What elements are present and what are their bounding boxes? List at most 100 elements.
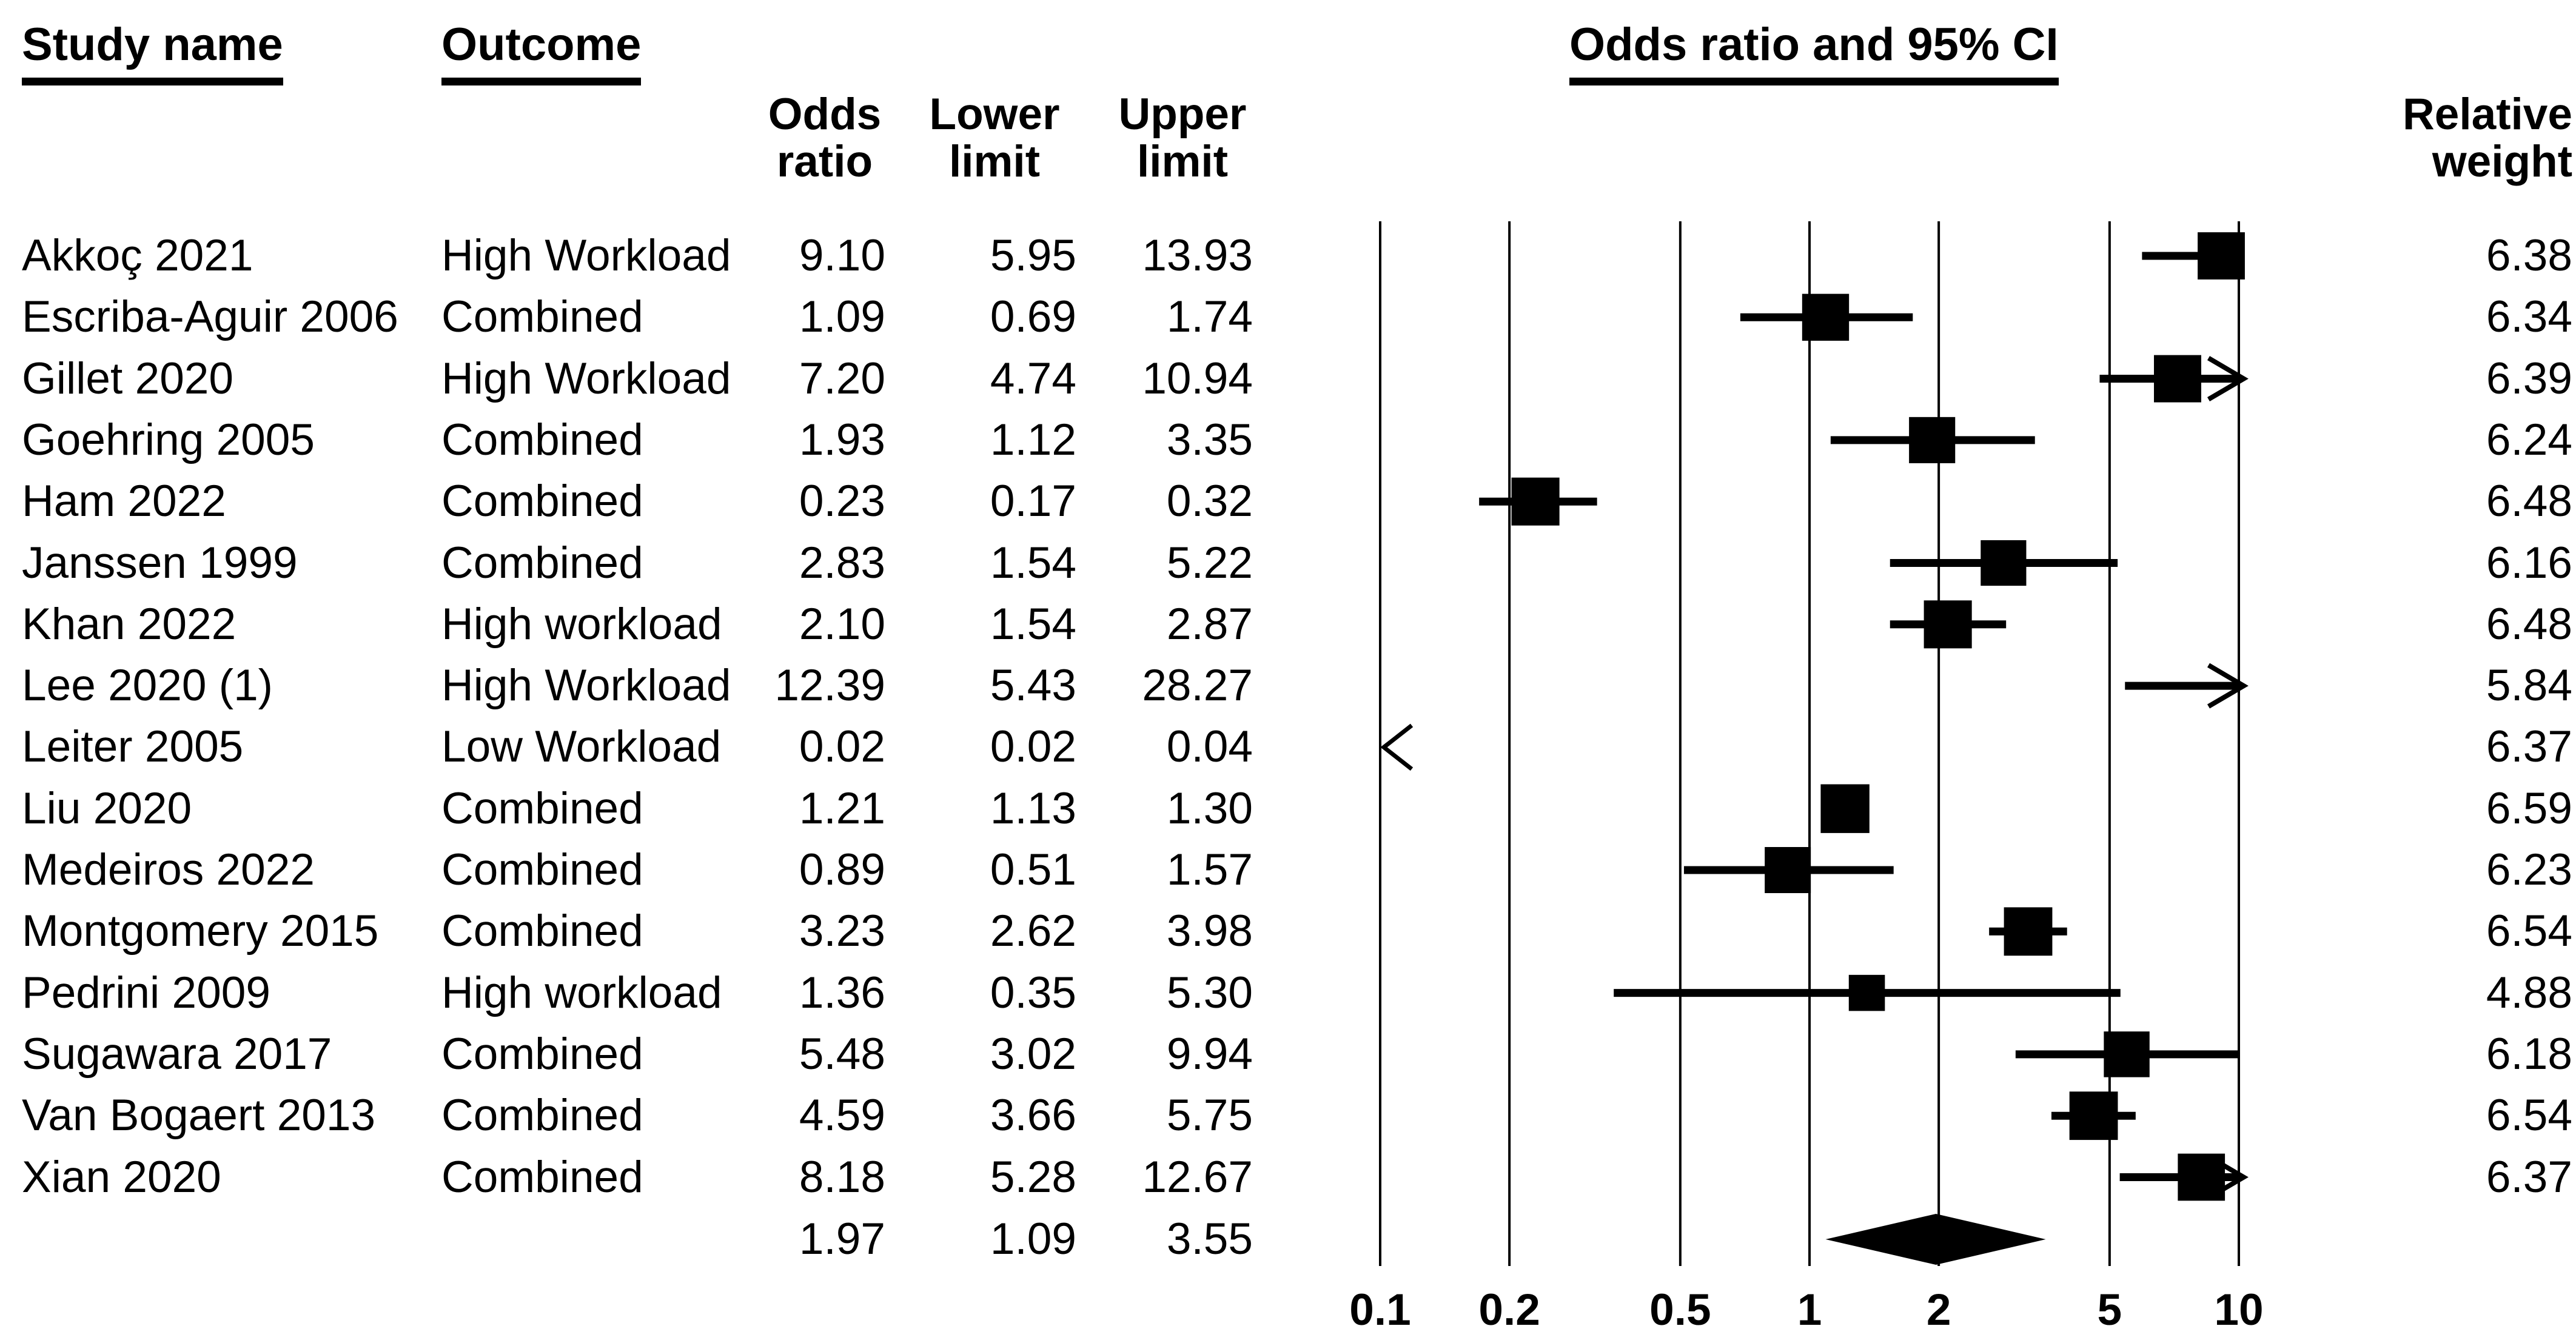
odds-ratio-value: 12.39 <box>774 661 885 711</box>
point-estimate-square <box>1848 974 1885 1011</box>
relative-weight-value: 6.59 <box>2486 783 2572 833</box>
relative-weight-value: 5.84 <box>2486 661 2572 711</box>
upper-limit-value: 1.74 <box>1166 292 1253 342</box>
relative-weight-value: 6.48 <box>2486 599 2572 649</box>
lower-limit-value: 1.12 <box>990 415 1076 464</box>
relative-weight-value: 6.23 <box>2486 845 2572 894</box>
axis-tick-label: 10 <box>2214 1285 2264 1335</box>
odds-ratio-header-line1: Odds <box>768 90 882 139</box>
point-estimate-square <box>1981 540 2027 586</box>
study-name: Leiter 2005 <box>22 722 244 772</box>
upper-limit-header-line1: Upper <box>1118 90 1247 139</box>
outcome-value: Combined <box>441 1029 643 1079</box>
odds-ratio-value: 0.02 <box>799 722 885 772</box>
lower-limit-header-line2: limit <box>948 137 1041 186</box>
lower-limit-header-line1: Lower <box>929 90 1060 139</box>
outcome-value: High workload <box>441 968 722 1017</box>
offscale-left-arrow <box>1380 723 1414 771</box>
outcome-value: Combined <box>441 1152 643 1202</box>
outcome-value: Combined <box>441 906 643 956</box>
point-estimate-square <box>1909 417 1956 463</box>
odds-ratio-value: 2.10 <box>799 599 885 649</box>
summary-upper-limit-value: 3.55 <box>1166 1214 1253 1264</box>
point-estimate-square <box>1802 293 1850 341</box>
lower-limit-value: 0.17 <box>990 477 1076 526</box>
axis-tick-label: 5 <box>2097 1285 2122 1335</box>
study-name: Escriba-Aguir 2006 <box>22 292 398 342</box>
odds-ratio-value: 1.21 <box>799 783 885 833</box>
odds-ratio-column-header: Odds ratio <box>722 91 928 186</box>
outcome-value: Combined <box>441 292 643 342</box>
odds-ratio-value: 3.23 <box>799 906 885 956</box>
study-name: Ham 2022 <box>22 477 226 526</box>
relative-weight-value: 6.38 <box>2486 231 2572 280</box>
outcome-value: High Workload <box>441 661 731 711</box>
table-row: Pedrini 2009 High workload 1.36 0.35 5.3… <box>0 962 2576 1024</box>
odds-ratio-value: 1.09 <box>799 292 885 342</box>
upper-limit-value: 5.30 <box>1166 968 1253 1017</box>
relative-weight-value: 6.39 <box>2486 353 2572 403</box>
lower-limit-value: 2.62 <box>990 906 1076 956</box>
point-estimate-square <box>1924 600 1972 649</box>
table-row: Gillet 2020 High Workload 7.20 4.74 10.9… <box>0 348 2576 410</box>
upper-limit-value: 0.04 <box>1166 722 1253 772</box>
odds-ratio-value: 1.36 <box>799 968 885 1017</box>
lower-limit-value: 3.02 <box>990 1029 1076 1079</box>
study-name: Liu 2020 <box>22 783 192 833</box>
outcome-header: Outcome <box>441 22 642 85</box>
lower-limit-value: 4.74 <box>990 353 1076 403</box>
study-name: Janssen 1999 <box>22 538 298 588</box>
study-name: Khan 2022 <box>22 599 236 649</box>
table-row: Van Bogaert 2013 Combined 4.59 3.66 5.75… <box>0 1085 2576 1147</box>
relative-weight-value: 6.54 <box>2486 1091 2572 1140</box>
axis-tick-label: 0.5 <box>1649 1285 1711 1335</box>
lower-limit-value: 1.54 <box>990 599 1076 649</box>
summary-lower-limit-value: 1.09 <box>990 1214 1076 1264</box>
table-row: Montgomery 2015 Combined 3.23 2.62 3.98 … <box>0 900 2576 962</box>
relative-weight-value: 6.24 <box>2486 415 2572 464</box>
lower-limit-value: 5.43 <box>990 661 1076 711</box>
point-estimate-square <box>2004 907 2053 956</box>
odds-ratio-value: 5.48 <box>799 1029 885 1079</box>
outcome-value: Combined <box>441 415 643 464</box>
table-row: Medeiros 2022 Combined 0.89 0.51 1.57 6.… <box>0 839 2576 901</box>
relative-weight-value: 6.37 <box>2486 1152 2572 1202</box>
study-name: Medeiros 2022 <box>22 845 315 894</box>
study-name: Van Bogaert 2013 <box>22 1091 376 1140</box>
study-name: Montgomery 2015 <box>22 906 379 956</box>
ci-right-arrow <box>2207 663 2249 709</box>
table-row: Goehring 2005 Combined 1.93 1.12 3.35 6.… <box>0 409 2576 471</box>
lower-limit-value: 0.51 <box>990 845 1076 894</box>
upper-limit-value: 2.87 <box>1166 599 1253 649</box>
study-name: Lee 2020 (1) <box>22 661 273 711</box>
ci-right-arrow <box>2207 356 2249 402</box>
upper-limit-value: 5.22 <box>1166 538 1253 588</box>
upper-limit-value: 10.94 <box>1142 353 1253 403</box>
lower-limit-value: 0.35 <box>990 968 1076 1017</box>
outcome-value: High Workload <box>441 231 731 280</box>
relative-weight-header-line2: weight <box>2432 137 2572 186</box>
lower-limit-value: 0.69 <box>990 292 1076 342</box>
lower-limit-value: 5.95 <box>990 231 1076 280</box>
point-estimate-square <box>2154 355 2201 403</box>
odds-ratio-value: 7.20 <box>799 353 885 403</box>
upper-limit-value: 5.75 <box>1166 1091 1253 1140</box>
odds-ratio-value: 8.18 <box>799 1152 885 1202</box>
axis-tick-label: 1 <box>1797 1285 1822 1335</box>
outcome-value: Combined <box>441 783 643 833</box>
relative-weight-value: 6.18 <box>2486 1029 2572 1079</box>
outcome-value: High Workload <box>441 353 731 403</box>
study-name: Sugawara 2017 <box>22 1029 332 1079</box>
lower-limit-value: 1.54 <box>990 538 1076 588</box>
odds-ratio-value: 4.59 <box>799 1091 885 1140</box>
table-row: Janssen 1999 Combined 2.83 1.54 5.22 6.1… <box>0 532 2576 594</box>
study-name-header: Study name <box>22 22 283 85</box>
odds-ratio-value: 9.10 <box>799 231 885 280</box>
odds-ratio-value: 2.83 <box>799 538 885 588</box>
odds-ratio-value: 1.93 <box>799 415 885 464</box>
relative-weight-value: 6.16 <box>2486 538 2572 588</box>
relative-weight-value: 4.88 <box>2486 968 2572 1017</box>
point-estimate-square <box>1820 784 1870 833</box>
odds-ratio-header-line2: ratio <box>776 137 873 186</box>
